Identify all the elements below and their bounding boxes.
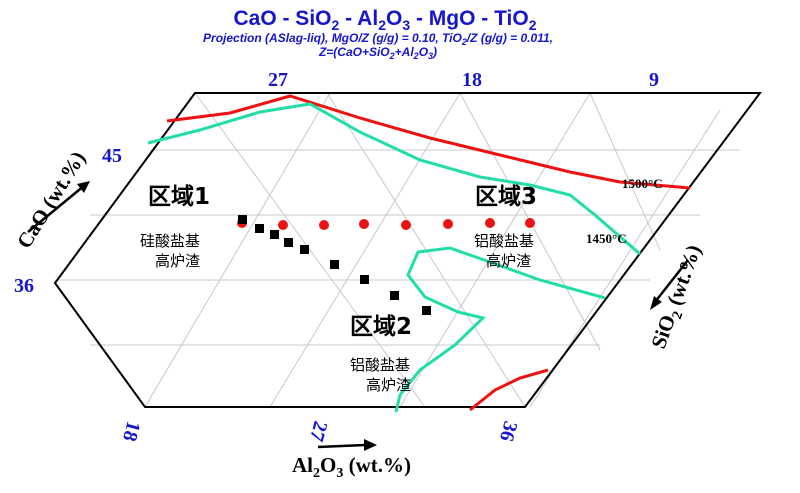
region-2-name: 区域2 <box>350 313 412 340</box>
left-tick-label: 36 <box>14 275 34 297</box>
label-1500c: 1500°C <box>622 176 663 191</box>
top-tick-label: 27 <box>268 69 288 91</box>
red-dot <box>485 218 495 228</box>
diagram-title: CaO - SiO2 - Al2O3 - MgO - TiO2 <box>233 7 536 33</box>
red-dot <box>525 218 535 228</box>
black-square <box>390 291 399 300</box>
black-square <box>284 238 293 247</box>
region-1-name: 区域1 <box>148 183 210 210</box>
cao-axis-label: CaO (wt.%) <box>12 147 90 253</box>
black-square-series <box>238 215 431 315</box>
black-square <box>422 306 431 315</box>
region-1-desc-line-2: 高炉渣 <box>155 252 200 270</box>
left-tick-label: 45 <box>102 145 122 167</box>
al2o3-axis-label: Al2O3 (wt.%) <box>292 453 411 481</box>
al2o3-axis-arrow <box>317 439 377 451</box>
red-dot <box>359 219 369 229</box>
bottom-tick-label: 18 <box>118 419 144 444</box>
red-dot-series <box>237 218 535 230</box>
isotherm-1450-loop-line <box>394 246 606 413</box>
region-1-desc-line-1: 硅酸盐基 <box>140 232 200 250</box>
sio2-axis-arrow <box>650 259 689 310</box>
projection-line-1: Projection (ASlag-liq), MgO/Z (g/g) = 0.… <box>203 31 553 47</box>
top-tick-label: 9 <box>649 69 659 91</box>
top-tick-label: 18 <box>462 69 482 91</box>
diagram-frame <box>53 92 762 408</box>
red-dot <box>319 220 329 230</box>
bottom-tick-label: 27 <box>305 419 331 444</box>
isotherm-1500-corner-line <box>469 368 549 412</box>
black-square <box>360 275 369 284</box>
label-1450c: 1450°C <box>586 231 627 246</box>
region-2-desc-line-2: 高炉渣 <box>366 376 411 394</box>
isotherm-1450-top-line <box>147 102 641 256</box>
projection-line-2: Z=(CaO+SiO2+Al2O3) <box>318 45 437 61</box>
region-3-desc-line-2: 高炉渣 <box>486 252 531 270</box>
red-dot <box>278 220 288 230</box>
red-dot <box>401 220 411 230</box>
black-square <box>270 230 279 239</box>
isotherm-1500-top-line <box>166 94 691 190</box>
black-square <box>238 215 247 224</box>
black-square <box>330 260 339 269</box>
black-square <box>300 245 309 254</box>
bottom-tick-label: 36 <box>495 419 521 444</box>
black-square <box>255 224 264 233</box>
red-dot <box>443 219 453 229</box>
region-3-desc-line-1: 铝酸盐基 <box>474 232 534 250</box>
region-3-name: 区域3 <box>475 183 537 210</box>
region-2-desc-line-1: 铝酸盐基 <box>350 356 410 374</box>
cao-axis-arrow <box>27 181 90 233</box>
